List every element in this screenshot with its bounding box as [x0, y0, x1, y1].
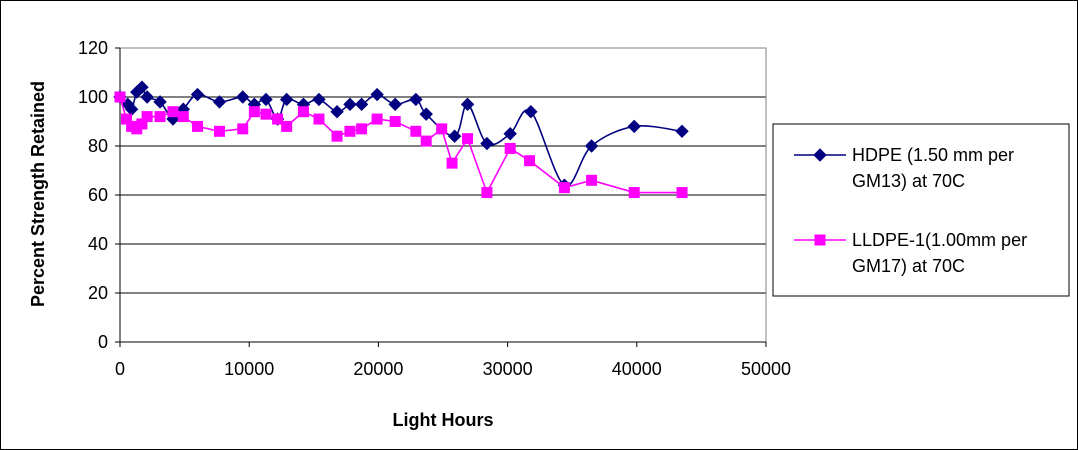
data-point [177, 111, 189, 123]
data-point [312, 92, 326, 107]
data-point [114, 91, 126, 103]
data-point [331, 130, 343, 142]
data-point [356, 123, 368, 135]
legend-label: LLDPE-1(1.00mm per [852, 230, 1027, 250]
y-tick-label: 40 [88, 234, 108, 254]
data-point [192, 120, 204, 132]
data-point [504, 142, 516, 154]
axes: 0 20 40 60 80 100 120 0 10000 20000 30000 40000 5000… [78, 38, 791, 379]
data-point [558, 182, 570, 194]
data-point [676, 187, 688, 199]
data-point [213, 125, 225, 137]
data-point [409, 92, 423, 107]
data-point [259, 92, 273, 107]
legend-label: GM13) at 70C [852, 171, 965, 191]
data-point [272, 113, 284, 125]
data-point [141, 111, 153, 123]
data-point [167, 106, 179, 118]
data-point [524, 155, 536, 167]
data-point [354, 97, 369, 112]
data-point [410, 125, 422, 137]
y-axis-title: Percent Strength Retained [28, 81, 48, 307]
data-point [675, 124, 689, 139]
data-point [584, 139, 599, 153]
data-point [313, 113, 325, 125]
data-point [628, 187, 640, 199]
data-point [344, 125, 356, 137]
y-tick-label: 100 [78, 87, 108, 107]
series-2 [114, 91, 688, 199]
data-point [447, 129, 462, 143]
data-point [420, 135, 432, 147]
series [113, 80, 689, 199]
data-point [627, 119, 641, 134]
x-tick-label: 40000 [612, 359, 662, 379]
data-point [460, 97, 475, 112]
x-tick-label: 50000 [741, 359, 791, 379]
y-tick-label: 80 [88, 136, 108, 156]
y-tick-label: 20 [88, 283, 108, 303]
data-point [503, 127, 517, 141]
data-point [343, 97, 357, 112]
data-point [190, 87, 205, 102]
legend-marker [814, 234, 826, 246]
legend: HDPE (1.50 mm per GM13) at 70C LLDPE-1(1.0… [772, 123, 1070, 297]
y-tick-label: 60 [88, 185, 108, 205]
data-point [388, 97, 402, 112]
legend-label: HDPE (1.50 mm per [852, 145, 1014, 165]
legend-item: LLDPE-1(1.00mm per GM17) at 70C [794, 230, 1027, 276]
data-point [586, 174, 598, 186]
x-tick-label: 0 [115, 359, 125, 379]
data-point [140, 90, 154, 104]
legend-marker [813, 148, 827, 162]
data-point [371, 113, 383, 125]
data-point [481, 187, 493, 199]
data-point [153, 95, 167, 109]
data-point [370, 87, 384, 102]
data-point [212, 95, 227, 109]
data-point [480, 136, 494, 151]
x-tick-label: 20000 [353, 359, 403, 379]
data-point [297, 106, 309, 118]
data-point [237, 123, 249, 135]
y-tick-label: 120 [78, 38, 108, 58]
legend-label: GM17) at 70C [852, 256, 965, 276]
legend-item: HDPE (1.50 mm per GM13) at 70C [794, 145, 1014, 191]
series-line [119, 86, 683, 187]
data-point [248, 106, 260, 118]
data-point [462, 133, 474, 145]
x-tick-label: 10000 [224, 359, 274, 379]
y-tick-label: 0 [98, 332, 108, 352]
x-tick-label: 30000 [483, 359, 533, 379]
data-point [279, 92, 294, 107]
x-axis-title: Light Hours [393, 410, 494, 430]
data-point [389, 116, 401, 127]
data-point [260, 108, 272, 120]
data-point [281, 120, 293, 132]
data-point [154, 111, 166, 123]
data-point [135, 80, 149, 94]
data-point [446, 157, 458, 169]
data-point [436, 123, 448, 135]
data-point [524, 104, 538, 119]
data-point [330, 104, 344, 119]
data-point [419, 107, 433, 121]
data-point [236, 90, 250, 104]
